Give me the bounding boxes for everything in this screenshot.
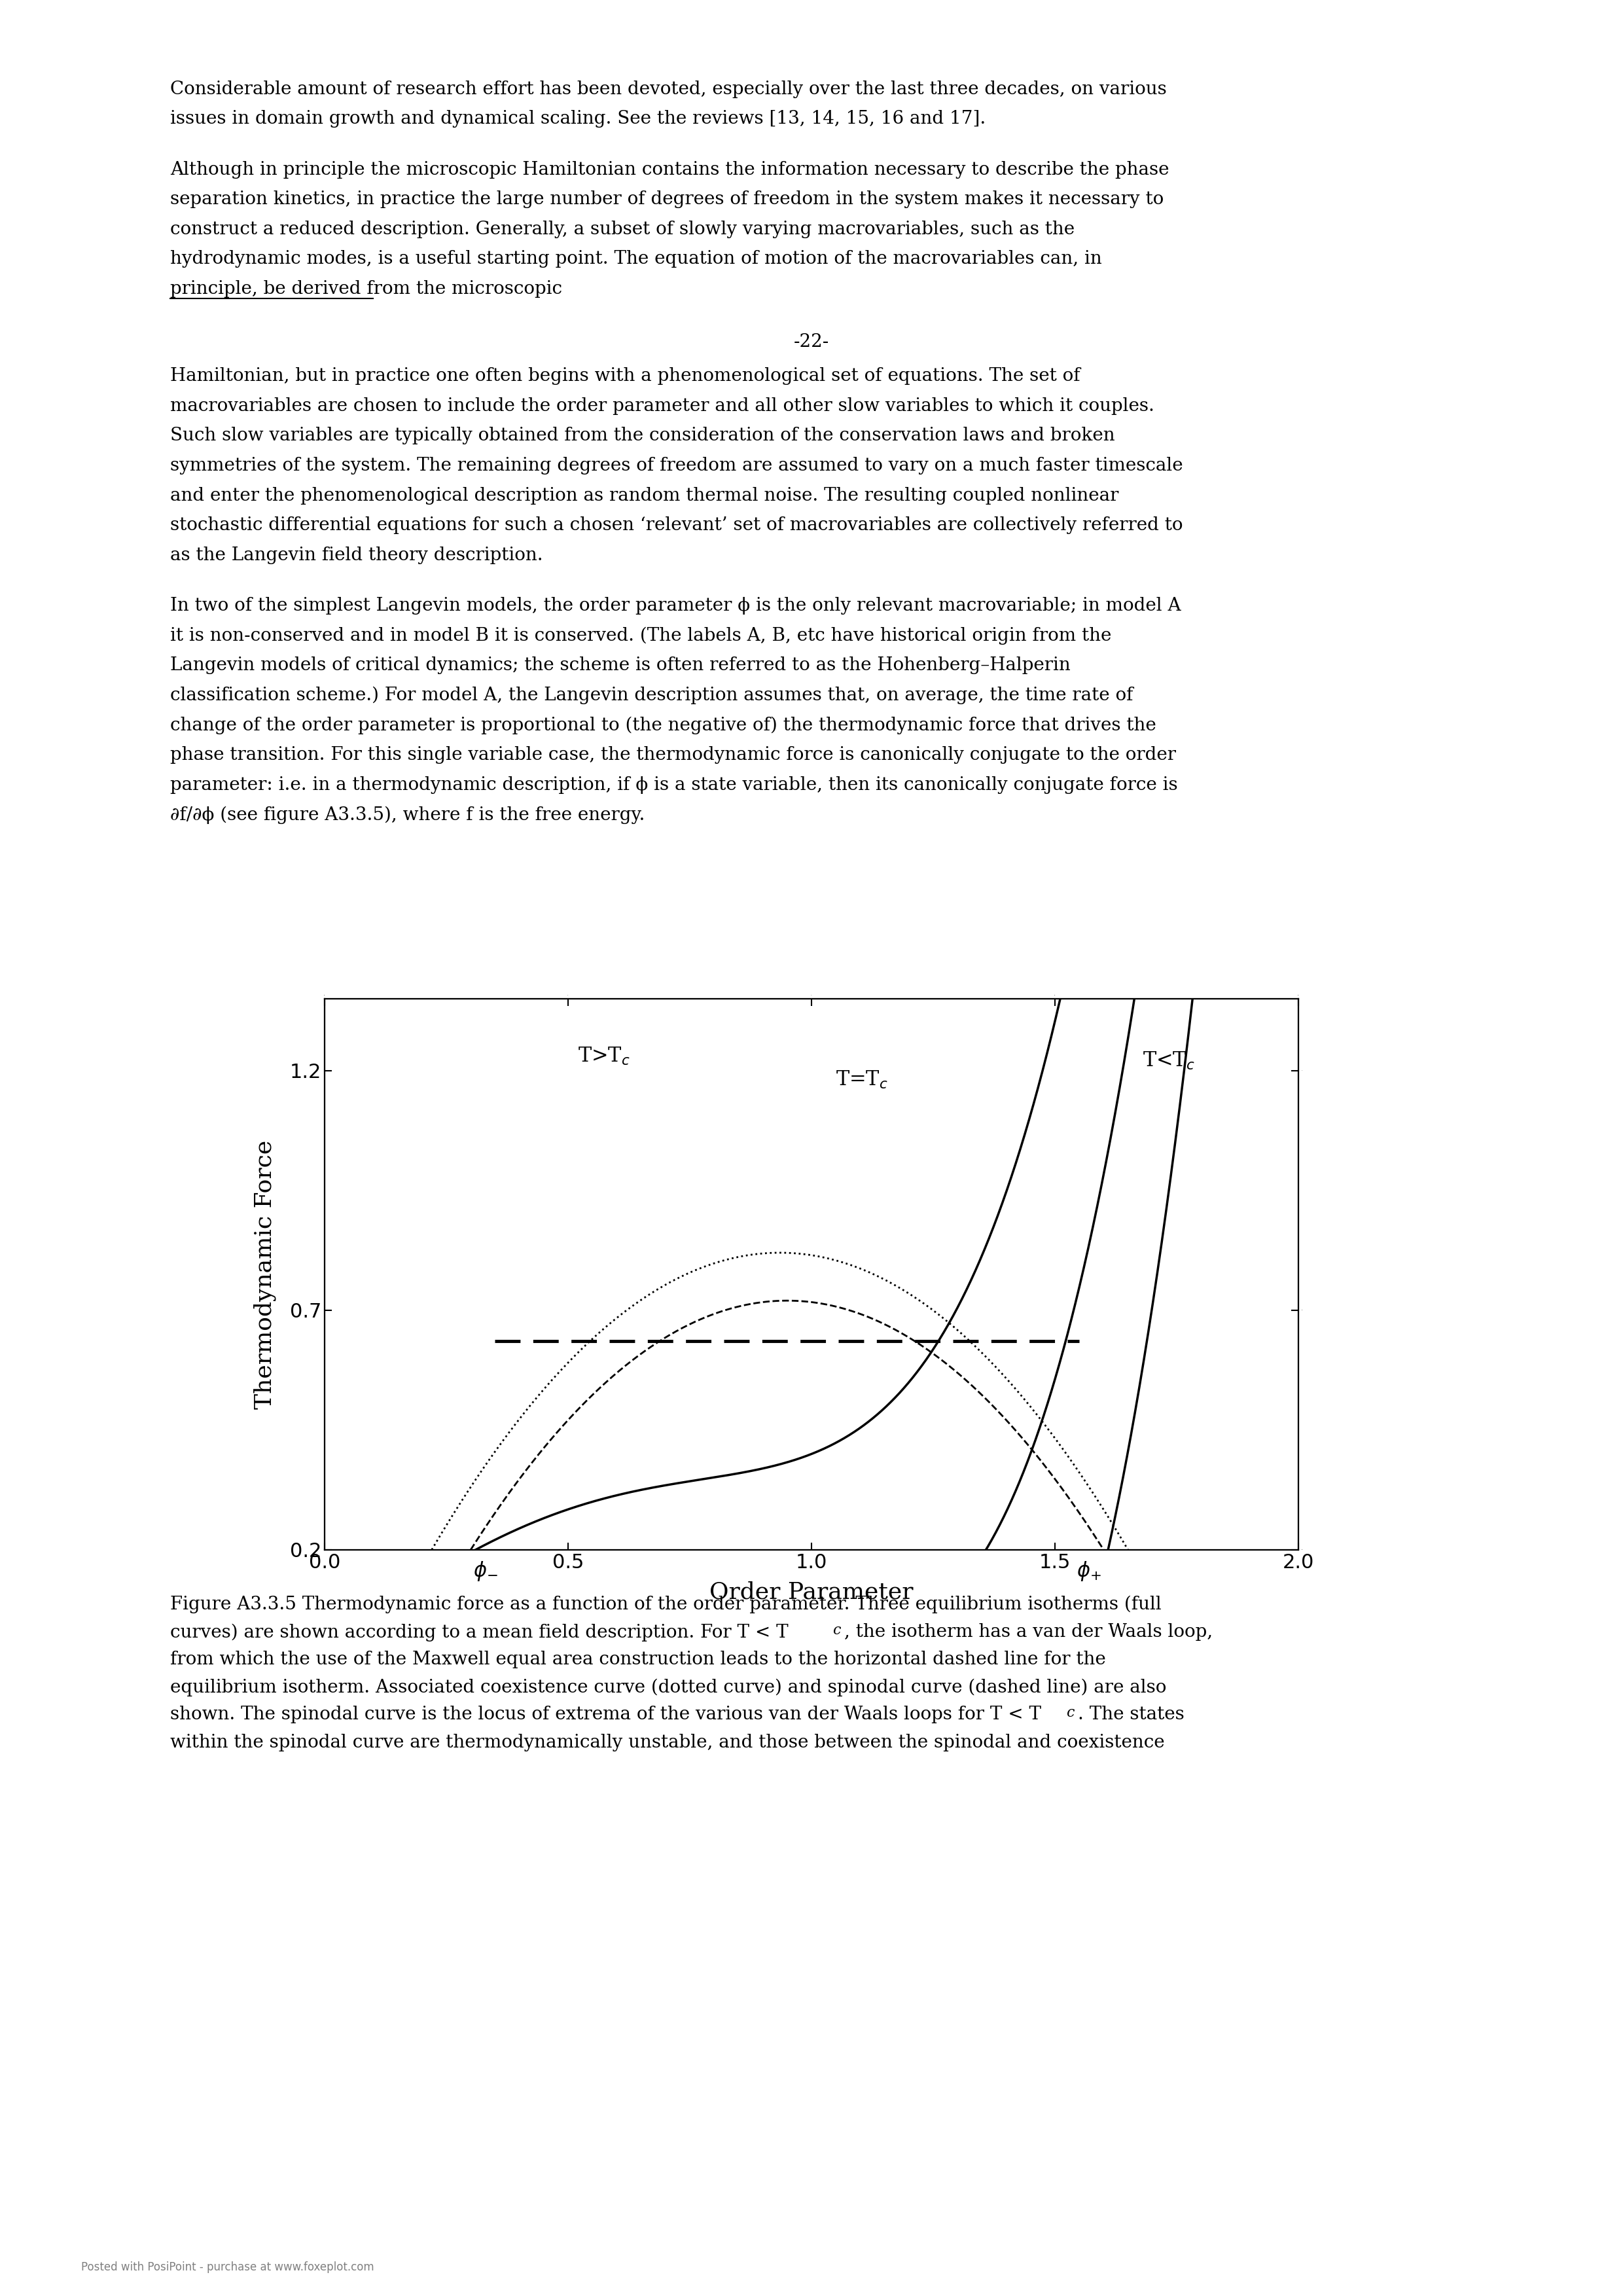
Text: Langevin models of critical dynamics; the scheme is often referred to as the Hoh: Langevin models of critical dynamics; th… bbox=[170, 657, 1071, 675]
Text: T>T$_c$: T>T$_c$ bbox=[578, 1045, 630, 1068]
Text: c: c bbox=[833, 1623, 841, 1637]
Text: c: c bbox=[1066, 1706, 1074, 1720]
Text: it is non-conserved and in model B it is conserved. (The labels A, B, etc have h: it is non-conserved and in model B it is… bbox=[170, 627, 1112, 645]
Text: construct a reduced description. Generally, a subset of slowly varying macrovari: construct a reduced description. General… bbox=[170, 220, 1074, 239]
Text: classification scheme.) For model A, the Langevin description assumes that, on a: classification scheme.) For model A, the… bbox=[170, 687, 1133, 705]
Text: T<T$_c$: T<T$_c$ bbox=[1143, 1052, 1195, 1072]
Text: , the isotherm has a van der Waals loop,: , the isotherm has a van der Waals loop, bbox=[844, 1623, 1212, 1642]
Text: symmetries of the system. The remaining degrees of freedom are assumed to vary o: symmetries of the system. The remaining … bbox=[170, 457, 1183, 475]
Text: and enter the phenomenological description as random thermal noise. The resultin: and enter the phenomenological descripti… bbox=[170, 487, 1118, 505]
Y-axis label: Thermodynamic Force: Thermodynamic Force bbox=[253, 1139, 276, 1410]
Text: ∂f/∂ϕ (see figure A3.3.5), where f is the free energy.: ∂f/∂ϕ (see figure A3.3.5), where f is th… bbox=[170, 806, 644, 824]
Text: $\phi_{-}$: $\phi_{-}$ bbox=[472, 1559, 498, 1582]
Text: parameter: i.e. in a thermodynamic description, if ϕ is a state variable, then i: parameter: i.e. in a thermodynamic descr… bbox=[170, 776, 1178, 794]
Text: macrovariables are chosen to include the order parameter and all other slow vari: macrovariables are chosen to include the… bbox=[170, 397, 1154, 416]
Text: In two of the simplest Langevin models, the order parameter ϕ is the only releva: In two of the simplest Langevin models, … bbox=[170, 597, 1182, 615]
Text: Although in principle the microscopic Hamiltonian contains the information neces: Although in principle the microscopic Ha… bbox=[170, 161, 1170, 179]
Text: hydrodynamic modes, is a useful starting point. The equation of motion of the ma: hydrodynamic modes, is a useful starting… bbox=[170, 250, 1102, 269]
Text: Hamiltonian, but in practice one often begins with a phenomenological set of equ: Hamiltonian, but in practice one often b… bbox=[170, 367, 1081, 386]
Text: stochastic differential equations for such a chosen ‘relevant’ set of macrovaria: stochastic differential equations for su… bbox=[170, 517, 1183, 535]
Text: shown. The spinodal curve is the locus of extrema of the various van der Waals l: shown. The spinodal curve is the locus o… bbox=[170, 1706, 1042, 1724]
Text: $\phi_{+}$: $\phi_{+}$ bbox=[1076, 1559, 1102, 1582]
Text: Considerable amount of research effort has been devoted, especially over the las: Considerable amount of research effort h… bbox=[170, 80, 1167, 99]
Text: Such slow variables are typically obtained from the consideration of the conserv: Such slow variables are typically obtain… bbox=[170, 427, 1115, 445]
Text: phase transition. For this single variable case, the thermodynamic force is cano: phase transition. For this single variab… bbox=[170, 746, 1177, 765]
Text: Figure A3.3.5 Thermodynamic force as a function of the order parameter. Three eq: Figure A3.3.5 Thermodynamic force as a f… bbox=[170, 1596, 1162, 1614]
Text: T=T$_c$: T=T$_c$ bbox=[836, 1070, 888, 1091]
Text: within the spinodal curve are thermodynamically unstable, and those between the : within the spinodal curve are thermodyna… bbox=[170, 1733, 1165, 1752]
Text: from which the use of the Maxwell equal area construction leads to the horizonta: from which the use of the Maxwell equal … bbox=[170, 1651, 1107, 1669]
Text: change of the order parameter is proportional to (the negative of) the thermodyn: change of the order parameter is proport… bbox=[170, 716, 1157, 735]
Text: equilibrium isotherm. Associated coexistence curve (dotted curve) and spinodal c: equilibrium isotherm. Associated coexist… bbox=[170, 1678, 1167, 1697]
Text: . The states: . The states bbox=[1078, 1706, 1185, 1724]
Text: -22-: -22- bbox=[794, 333, 829, 351]
Text: principle, be derived from the microscopic: principle, be derived from the microscop… bbox=[170, 280, 563, 298]
Text: Posted with PosiPoint - purchase at www.foxeplot.com: Posted with PosiPoint - purchase at www.… bbox=[81, 2262, 373, 2273]
Text: as the Langevin field theory description.: as the Langevin field theory description… bbox=[170, 546, 544, 565]
Text: separation kinetics, in practice the large number of degrees of freedom in the s: separation kinetics, in practice the lar… bbox=[170, 191, 1164, 209]
X-axis label: Order Parameter: Order Parameter bbox=[709, 1582, 914, 1603]
Text: curves) are shown according to a mean field description. For T < T: curves) are shown according to a mean fi… bbox=[170, 1623, 789, 1642]
Text: issues in domain growth and dynamical scaling. See the reviews [13, 14, 15, 16 a: issues in domain growth and dynamical sc… bbox=[170, 110, 987, 129]
